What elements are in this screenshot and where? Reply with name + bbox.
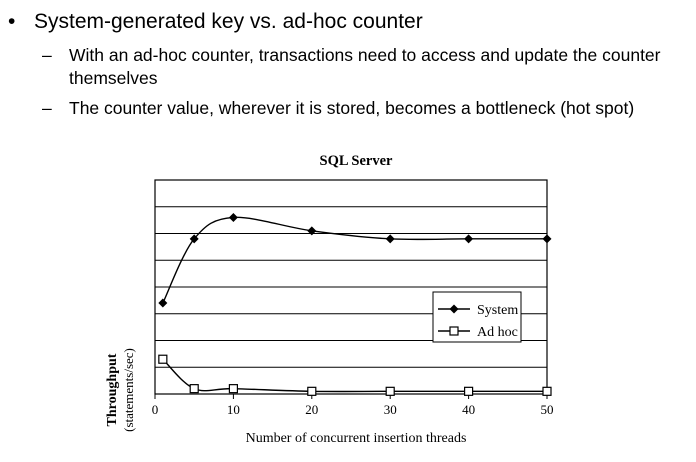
subpoint-1: – With an ad-hoc counter, transactions n… bbox=[42, 44, 682, 92]
bullet-dot: • bbox=[8, 10, 16, 33]
x-tick-label: 20 bbox=[305, 402, 318, 417]
point-system bbox=[158, 298, 168, 308]
heading-text: System-generated key vs. ad-hoc counter bbox=[34, 10, 423, 33]
point-ad-hoc bbox=[542, 386, 552, 396]
point-ad-hoc bbox=[189, 384, 199, 394]
x-tick-label: 0 bbox=[152, 402, 159, 417]
x-tick-label: 10 bbox=[227, 402, 240, 417]
point-ad-hoc bbox=[385, 386, 395, 396]
point-ad-hoc bbox=[158, 354, 168, 364]
sql-server-chart: SQL Server 0 10 20 30 40 50 Number of concurr… bbox=[105, 153, 554, 446]
point-system bbox=[464, 234, 474, 244]
x-tick-label: 30 bbox=[384, 402, 397, 417]
point-ad-hoc bbox=[307, 386, 317, 396]
point-system bbox=[189, 234, 199, 244]
series-line-ad-hoc bbox=[162, 358, 547, 393]
x-tick-label: 40 bbox=[462, 402, 475, 417]
point-system bbox=[385, 234, 395, 244]
subpoint-2: – The counter value, wherever it is stor… bbox=[42, 97, 692, 121]
y-axis-label-line2: (statements/sec) bbox=[121, 348, 136, 432]
legend-marker-ad-hoc bbox=[449, 326, 459, 336]
legend-box bbox=[432, 291, 522, 343]
series-markers bbox=[158, 212, 552, 396]
x-axis-label: Number of concurrent insertion threads bbox=[246, 431, 467, 446]
legend: System Ad hoc bbox=[432, 291, 522, 343]
legend-marker-system bbox=[449, 304, 459, 314]
x-tick-label: 50 bbox=[541, 402, 554, 417]
legend-label-system: System bbox=[477, 303, 518, 318]
point-system bbox=[228, 212, 238, 222]
subpoint-text: With an ad-hoc counter, transactions nee… bbox=[69, 45, 661, 88]
chart-grid bbox=[155, 206, 547, 368]
chart-title: SQL Server bbox=[320, 153, 393, 169]
point-system bbox=[542, 234, 552, 244]
point-ad-hoc bbox=[228, 384, 238, 394]
x-axis-ticks: 0 10 20 30 40 50 bbox=[152, 394, 554, 417]
point-system bbox=[307, 226, 317, 236]
subpoint-dash: – bbox=[42, 45, 52, 65]
slide-heading: • System-generated key vs. ad-hoc counter bbox=[8, 9, 423, 35]
plot-frame bbox=[154, 179, 548, 395]
subpoint-text: The counter value, wherever it is stored… bbox=[69, 98, 635, 118]
point-ad-hoc bbox=[464, 386, 474, 396]
y-axis-label-line1: Throughput bbox=[105, 353, 120, 426]
legend-label-ad-hoc: Ad hoc bbox=[477, 325, 518, 340]
subpoint-dash: – bbox=[42, 98, 52, 118]
